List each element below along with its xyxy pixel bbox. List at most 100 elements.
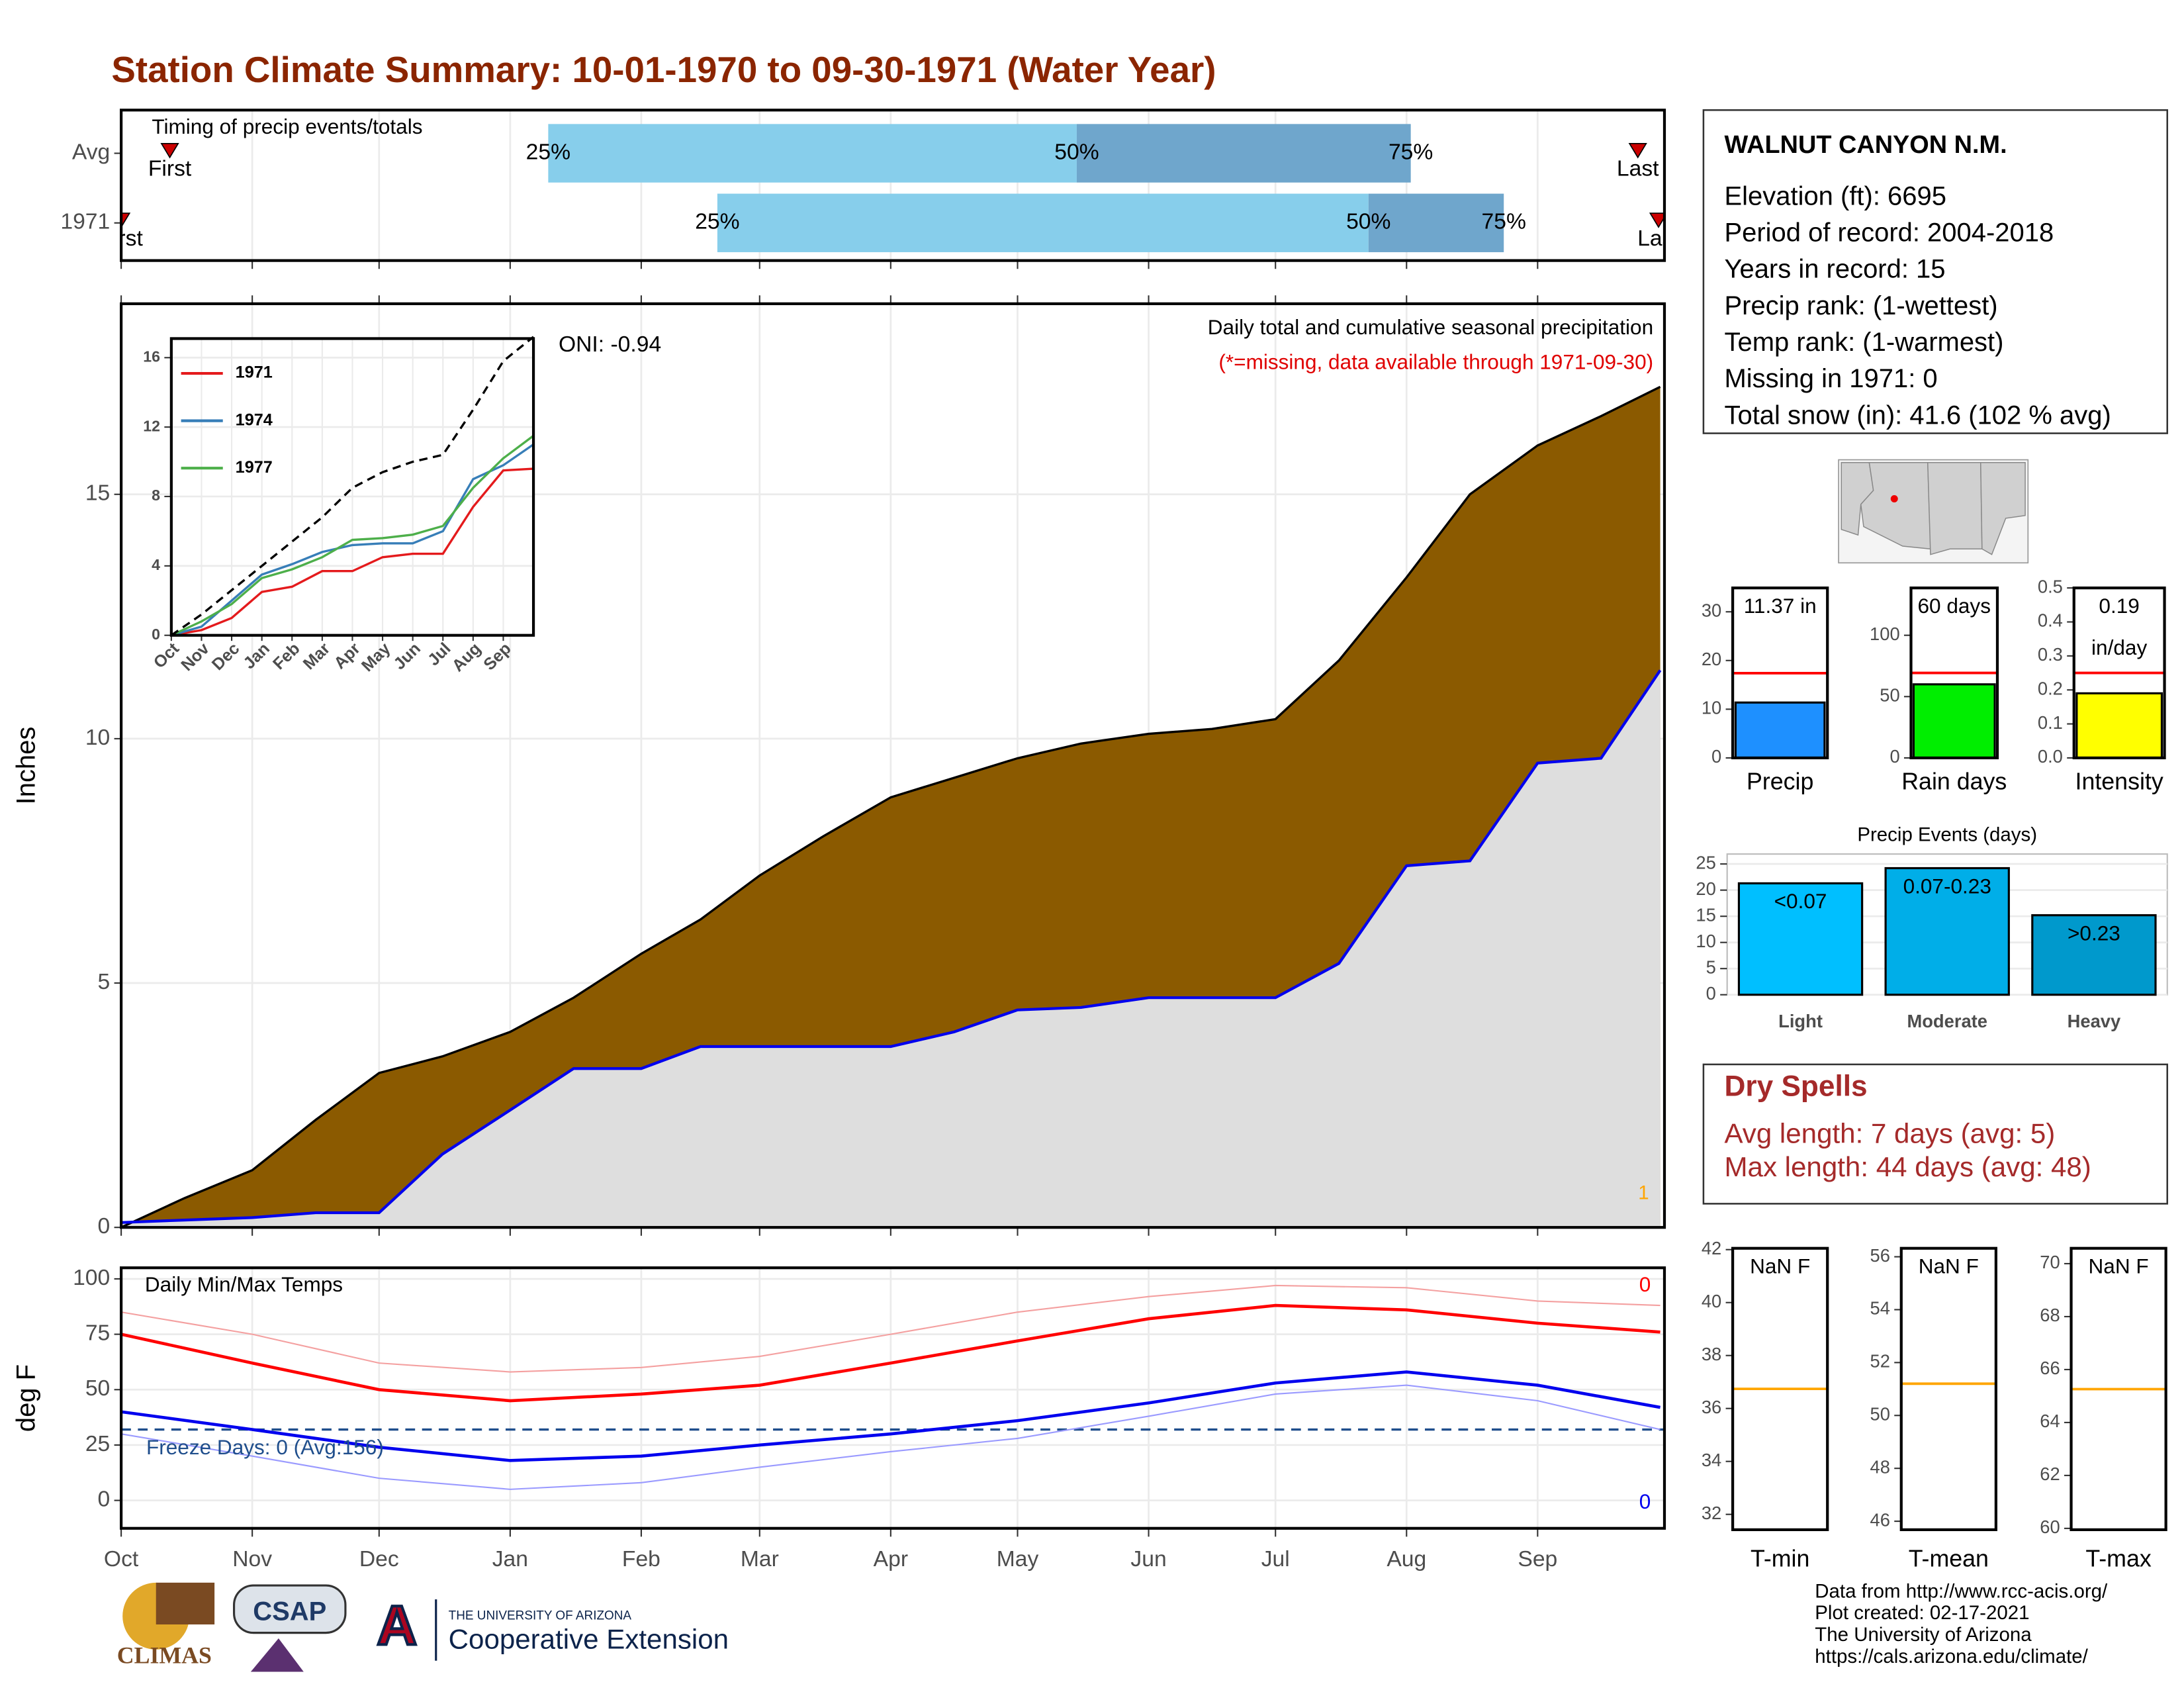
x-tick-label: May bbox=[997, 1547, 1039, 1571]
station-line: Elevation (ft): 6695 bbox=[1724, 181, 1946, 211]
y-tick-label: 64 bbox=[2040, 1411, 2060, 1431]
timing-rows: 25% 50% 75% First Last 25% 50% 75% First Last bbox=[121, 124, 1680, 252]
quartile-label: 75% bbox=[1482, 210, 1526, 234]
last-label: Last bbox=[1637, 226, 1680, 251]
climas-emblem bbox=[156, 1582, 215, 1624]
y-tick-label: 50 bbox=[1880, 685, 1899, 706]
station-line: Total snow (in): 41.6 (102 % avg) bbox=[1724, 400, 2111, 430]
last-label: Last bbox=[1617, 157, 1659, 181]
y-tick-label: 15 bbox=[85, 481, 110, 506]
bar bbox=[2075, 692, 2163, 759]
dry-spell-line: Max length: 44 days (avg: 48) bbox=[1724, 1151, 2091, 1182]
y-tick-label: 8 bbox=[152, 487, 160, 504]
bin-label: <0.07 bbox=[1774, 889, 1827, 913]
y-tick-label: 0 bbox=[1711, 746, 1721, 767]
station-line: Missing in 1971: 0 bbox=[1724, 364, 1937, 393]
y-tick-label: 12 bbox=[143, 417, 160, 434]
quartile-label: 75% bbox=[1388, 140, 1433, 164]
y-tick-label: 100 bbox=[1870, 624, 1900, 644]
y-tick-label: 70 bbox=[2040, 1252, 2060, 1272]
panel-frame bbox=[2070, 1246, 2167, 1531]
bin-label: >0.23 bbox=[2068, 921, 2120, 945]
y-tick-label: 42 bbox=[1702, 1238, 1721, 1258]
value-label: NaN F bbox=[1750, 1254, 1810, 1278]
x-tick-label: Heavy bbox=[2068, 1011, 2121, 1031]
coop-extension: Cooperative Extension bbox=[449, 1623, 729, 1654]
y-tick-label: 0 bbox=[1889, 746, 1899, 767]
value-label: NaN F bbox=[2089, 1254, 2149, 1278]
y-tick-label: 50 bbox=[1870, 1403, 1890, 1424]
y-tick-label: 60 bbox=[2040, 1517, 2060, 1537]
map-state bbox=[1979, 462, 2026, 555]
unit-label: in/day bbox=[2091, 635, 2147, 659]
footer-line: Data from http://www.rcc-acis.org/ bbox=[1815, 1580, 2108, 1602]
y-tick-label: 40 bbox=[1702, 1291, 1721, 1311]
dry-spells-title: Dry Spells bbox=[1724, 1070, 1867, 1102]
y-tick-label: 66 bbox=[2040, 1358, 2060, 1378]
bar bbox=[1912, 683, 1996, 759]
station-name: WALNUT CANYON N.M. bbox=[1724, 131, 2007, 159]
panel bbox=[1901, 1248, 1996, 1530]
station-line: Period of record: 2004-2018 bbox=[1724, 218, 2054, 248]
panel-frame bbox=[2072, 586, 2166, 760]
map-state bbox=[1927, 462, 1983, 555]
x-tick-label: Aug bbox=[1387, 1547, 1426, 1571]
y-tick-label: 62 bbox=[2040, 1464, 2060, 1484]
panel-frame bbox=[1909, 586, 1999, 760]
y-tick-label: 0 bbox=[98, 1487, 111, 1511]
panel bbox=[121, 1268, 1664, 1528]
cumulative-line bbox=[120, 385, 1661, 1229]
x-tick-label: Oct bbox=[104, 1547, 139, 1571]
series-line bbox=[171, 467, 534, 637]
station-dot bbox=[1890, 495, 1898, 502]
y-tick-label: 25 bbox=[1696, 852, 1715, 872]
panel-title: Daily total and cumulative seasonal prec… bbox=[1208, 315, 1653, 339]
bar bbox=[1884, 867, 2010, 996]
climas-logo: CLIMAS bbox=[117, 1642, 212, 1669]
y-tick-label: 52 bbox=[1870, 1351, 1890, 1372]
y-tick-label: 5 bbox=[98, 970, 111, 994]
first-label: First bbox=[148, 157, 192, 181]
x-tick-label: Feb bbox=[622, 1547, 660, 1571]
cold-days-label: 0 bbox=[1639, 1489, 1651, 1513]
y-tick-label: 16 bbox=[143, 348, 160, 365]
x-tick-label: Nov bbox=[232, 1547, 272, 1571]
bar bbox=[1734, 701, 1826, 759]
y-tick-label: 36 bbox=[1702, 1397, 1721, 1417]
quartile-label: 50% bbox=[1054, 140, 1099, 164]
y-tick-label: 56 bbox=[1870, 1245, 1890, 1266]
ua-mark: A bbox=[377, 1595, 417, 1657]
map bbox=[1838, 459, 2029, 564]
x-tick-label: Rain days bbox=[1901, 768, 2007, 794]
event-marker bbox=[160, 142, 179, 159]
event-marker bbox=[121, 212, 131, 228]
bar bbox=[2031, 914, 2157, 996]
series-line bbox=[170, 336, 535, 637]
footer-line: https://cals.arizona.edu/climate/ bbox=[1815, 1646, 2088, 1667]
x-tick-label: Sep bbox=[1518, 1547, 1557, 1571]
csap-cloud bbox=[232, 1584, 347, 1634]
y-tick-label: 50 bbox=[85, 1376, 110, 1401]
x-tick-label: Light bbox=[1778, 1011, 1823, 1031]
y-tick-label: 30 bbox=[1702, 600, 1721, 620]
quartile-bar bbox=[1368, 193, 1504, 252]
series-line bbox=[120, 1303, 1661, 1403]
series-line bbox=[171, 443, 535, 637]
y-tick-label: 0.5 bbox=[2038, 576, 2063, 596]
y-tick-label: 0 bbox=[152, 626, 160, 643]
bar bbox=[1737, 882, 1864, 996]
oni-label: ONI: -0.94 bbox=[559, 332, 661, 357]
y-tick-label: 20 bbox=[1702, 649, 1721, 669]
x-tick-label: Dec bbox=[359, 1547, 399, 1571]
bin-label: 0.07-0.23 bbox=[1903, 874, 1991, 898]
value-label: 60 days bbox=[1917, 594, 1991, 618]
panel-frame bbox=[1899, 1246, 1997, 1531]
panel-frame bbox=[1731, 586, 1829, 760]
y-tick-label: 32 bbox=[1702, 1503, 1721, 1523]
hot-days-label: 0 bbox=[1639, 1272, 1651, 1296]
dry-spells-box bbox=[1702, 1063, 2169, 1205]
y-tick-label: 0.1 bbox=[2038, 712, 2063, 733]
x-tick-label: T-mean bbox=[1909, 1546, 1989, 1572]
